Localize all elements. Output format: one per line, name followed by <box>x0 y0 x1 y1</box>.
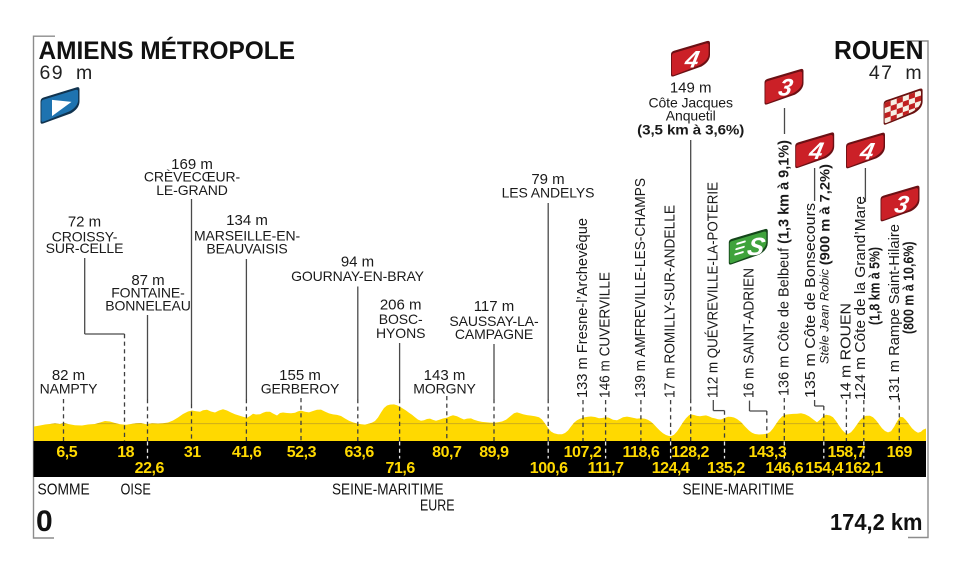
svg-text:169: 169 <box>887 444 913 461</box>
svg-text:72 m: 72 m <box>68 214 101 231</box>
svg-text:143,3: 143,3 <box>749 444 787 461</box>
svg-text:18: 18 <box>117 444 134 461</box>
svg-text:6,5: 6,5 <box>56 444 77 461</box>
svg-text:169 m: 169 m <box>171 156 213 173</box>
svg-text:14 m ROUEN: 14 m ROUEN <box>838 303 854 400</box>
svg-text:174,2 km: 174,2 km <box>830 509 923 535</box>
svg-text:OISE: OISE <box>121 482 151 499</box>
svg-text:EURE: EURE <box>420 498 455 515</box>
svg-text:117 m: 117 m <box>474 298 515 315</box>
svg-text:107,2: 107,2 <box>564 444 602 461</box>
svg-text:FONTAINE-: FONTAINE- <box>111 285 185 301</box>
svg-text:SEINE-MARITIME: SEINE-MARITIME <box>683 482 795 499</box>
svg-text:146 m CUVERVILLE: 146 m CUVERVILLE <box>598 272 614 398</box>
svg-text:31: 31 <box>184 444 201 461</box>
svg-text:63,6: 63,6 <box>345 444 375 461</box>
svg-text:SEINE-MARITIME: SEINE-MARITIME <box>332 482 444 499</box>
svg-text:NAMPTY: NAMPTY <box>40 381 99 397</box>
svg-text:SAUSSAY-LA-: SAUSSAY-LA- <box>449 313 539 329</box>
svg-text:71,6: 71,6 <box>386 460 416 477</box>
svg-text:CRÈVECŒUR-: CRÈVECŒUR- <box>144 169 241 185</box>
svg-text:135 m Côte de Bonsecours: 135 m Côte de Bonsecours <box>803 203 819 398</box>
svg-text:(3,5 km à 3,6%): (3,5 km à 3,6%) <box>637 122 744 138</box>
svg-text:149 m: 149 m <box>670 80 712 97</box>
svg-text:82 m: 82 m <box>52 367 85 384</box>
svg-text:111,7: 111,7 <box>588 460 625 477</box>
svg-text:CAMPAGNE: CAMPAGNE <box>455 326 533 342</box>
svg-text:GOURNAY-EN-BRAY: GOURNAY-EN-BRAY <box>291 268 425 284</box>
svg-text:4: 4 <box>857 139 878 166</box>
svg-text:16 m SAINT-ADRIEN: 16 m SAINT-ADRIEN <box>742 268 758 398</box>
svg-text:133 m Fresne-l’Archevêque: 133 m Fresne-l’Archevêque <box>575 218 591 398</box>
svg-text:MARSEILLE-EN-: MARSEILLE-EN- <box>194 228 300 244</box>
svg-text:BEAUVAISIS: BEAUVAISIS <box>206 241 287 257</box>
svg-text:Stèle Jean Robic (900 m à 7,2%: Stèle Jean Robic (900 m à 7,2%) <box>817 164 833 364</box>
svg-text:3: 3 <box>776 75 796 102</box>
svg-text:146,6: 146,6 <box>765 460 803 477</box>
svg-text:41,6: 41,6 <box>232 444 262 461</box>
svg-text:LES ANDELYS: LES ANDELYS <box>502 185 595 201</box>
svg-text:Côte Jacques: Côte Jacques <box>648 95 733 111</box>
svg-text:BOSC-: BOSC- <box>379 311 423 327</box>
svg-text:(1,8 km à 5%): (1,8 km à 5%) <box>868 247 884 325</box>
svg-text:MORGNY: MORGNY <box>413 381 476 397</box>
svg-text:4: 4 <box>682 47 703 74</box>
svg-text:ROUEN: ROUEN <box>834 35 924 65</box>
svg-text:80,7: 80,7 <box>432 444 462 461</box>
svg-text:0: 0 <box>36 505 53 538</box>
svg-text:135,2: 135,2 <box>707 460 745 477</box>
svg-text:CROISSY-: CROISSY- <box>52 229 118 245</box>
svg-text:155 m: 155 m <box>279 367 321 384</box>
svg-text:LE-GRAND: LE-GRAND <box>156 182 228 198</box>
svg-text:131 m Rampe Saint-Hilaire: 131 m Rampe Saint-Hilaire <box>887 224 903 401</box>
svg-text:Anquetil: Anquetil <box>666 108 716 124</box>
svg-text:4: 4 <box>806 138 827 165</box>
svg-text:GERBEROY: GERBEROY <box>261 381 340 397</box>
svg-text:3: 3 <box>892 192 912 219</box>
svg-text:52,3: 52,3 <box>287 444 317 461</box>
svg-text:128,2: 128,2 <box>671 444 709 461</box>
svg-text:112 m QUÉVREVILLE-LA-POTERIE: 112 m QUÉVREVILLE-LA-POTERIE <box>704 182 721 398</box>
svg-text:118,6: 118,6 <box>622 444 659 461</box>
svg-text:89,9: 89,9 <box>479 444 509 461</box>
svg-text:139 m AMFREVILLE-LES-CHAMPS: 139 m AMFREVILLE-LES-CHAMPS <box>633 178 649 398</box>
svg-text:158,7: 158,7 <box>828 444 866 461</box>
svg-text:HYONS: HYONS <box>376 325 425 341</box>
svg-text:124,4: 124,4 <box>652 460 690 477</box>
svg-text:17 m ROMILLY-SUR-ANDELLE: 17 m ROMILLY-SUR-ANDELLE <box>663 205 679 398</box>
svg-text:124 m Côte de la Grand’Mare: 124 m Côte de la Grand’Mare <box>853 196 869 400</box>
svg-text:S: S <box>745 233 768 261</box>
svg-text:143 m: 143 m <box>424 367 466 384</box>
svg-text:SUR-CELLE: SUR-CELLE <box>46 240 124 256</box>
svg-text:206 m: 206 m <box>380 297 422 314</box>
svg-text:AMIENS MÉTROPOLE: AMIENS MÉTROPOLE <box>39 36 296 65</box>
svg-text:(800 m à 10,6%): (800 m à 10,6%) <box>902 241 918 334</box>
svg-text:94 m: 94 m <box>341 254 374 271</box>
svg-text:BONNELEAU: BONNELEAU <box>105 297 190 313</box>
svg-text:154,4: 154,4 <box>805 460 843 477</box>
svg-text:162,1: 162,1 <box>845 460 883 477</box>
svg-text:SOMME: SOMME <box>38 482 90 499</box>
svg-text:134 m: 134 m <box>226 212 268 229</box>
svg-text:100,6: 100,6 <box>530 460 568 477</box>
svg-text:79 m: 79 m <box>531 171 564 188</box>
svg-text:136 m Côte de Belbeuf (1,3 km: 136 m Côte de Belbeuf (1,3 km à 9,1%) <box>776 140 792 396</box>
svg-text:22,6: 22,6 <box>135 460 165 477</box>
svg-text:87 m: 87 m <box>131 272 164 289</box>
